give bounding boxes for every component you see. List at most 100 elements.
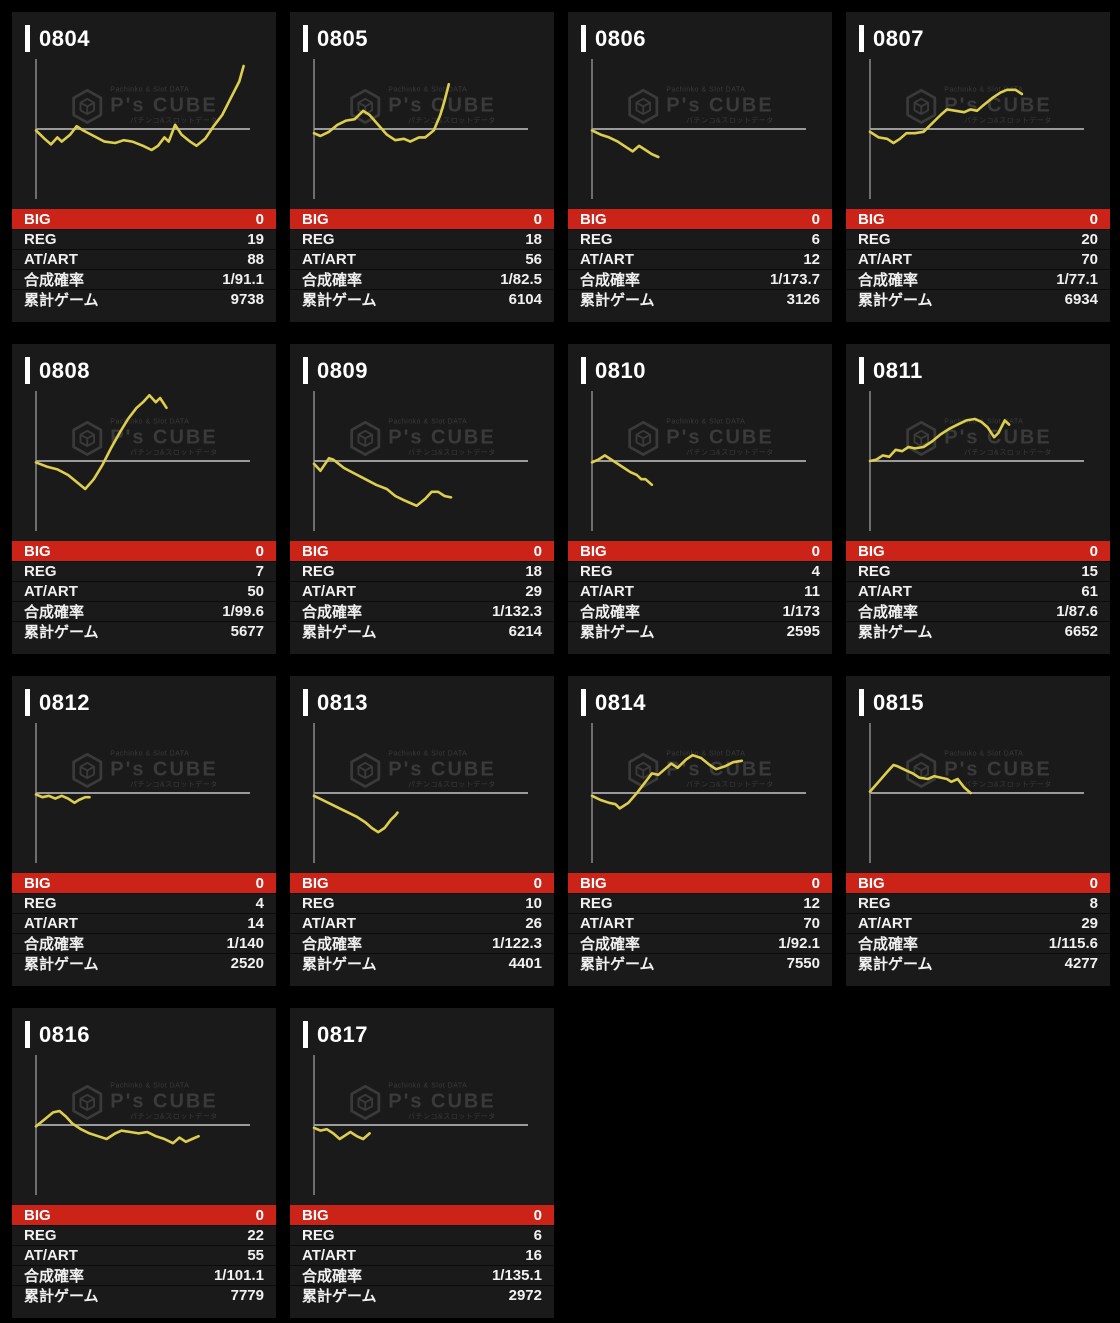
machine-card[interactable]: 0808 Pachinko & Slot DATA P's CUBE パチンコ&…: [12, 344, 276, 654]
stat-value: 0: [533, 542, 542, 560]
stat-row-big: BIG 0: [568, 209, 832, 229]
payout-line: [312, 82, 451, 143]
title-accent-bar: [859, 25, 864, 52]
watermark-caption-bottom: パチンコ&スロットデータ: [686, 449, 774, 457]
stat-row-total: 累計ゲーム 6104: [290, 289, 554, 309]
stat-row-rate: 合成確率 1/115.6: [846, 933, 1110, 953]
stat-label: AT/ART: [302, 251, 356, 268]
stat-row-rate: 合成確率 1/91.1: [12, 269, 276, 289]
watermark-caption-top: Pachinko & Slot DATA: [666, 418, 746, 426]
slump-graph: [34, 723, 250, 863]
slump-chart: Pachinko & Slot DATA P's CUBE パチンコ&スロットデ…: [568, 720, 832, 866]
stat-value: 55: [247, 1247, 264, 1264]
machine-card[interactable]: 0804 Pachinko & Slot DATA P's CUBE パチンコ&…: [12, 12, 276, 322]
slump-graph: [868, 59, 1084, 199]
slump-graph: [312, 391, 528, 531]
stat-label: AT/ART: [858, 251, 912, 268]
stat-value: 7: [255, 563, 264, 580]
watermark-caption-top: Pachinko & Slot DATA: [388, 1082, 468, 1090]
machine-card[interactable]: 0807 Pachinko & Slot DATA P's CUBE パチンコ&…: [846, 12, 1110, 322]
slump-graph: [590, 59, 806, 199]
stat-label: AT/ART: [24, 583, 78, 600]
machine-card[interactable]: 0809 Pachinko & Slot DATA P's CUBE パチンコ&…: [290, 344, 554, 654]
stat-label: AT/ART: [580, 251, 634, 268]
machine-card[interactable]: 0811 Pachinko & Slot DATA P's CUBE パチンコ&…: [846, 344, 1110, 654]
stat-label: 累計ゲーム: [580, 956, 655, 973]
watermark-brand: P's CUBE: [110, 758, 218, 781]
payout-line: [590, 454, 654, 487]
stat-value: 6934: [1064, 291, 1098, 308]
stat-value: 12: [803, 895, 820, 912]
watermark-caption-top: Pachinko & Slot DATA: [944, 86, 1024, 94]
stat-row-total: 累計ゲーム 7779: [12, 1285, 276, 1305]
stat-row-big: BIG 0: [12, 541, 276, 561]
stat-row-rate: 合成確率 1/99.6: [12, 601, 276, 621]
watermark-caption-top: Pachinko & Slot DATA: [944, 418, 1024, 426]
machine-card[interactable]: 0810 Pachinko & Slot DATA P's CUBE パチンコ&…: [568, 344, 832, 654]
stat-row-reg: REG 4: [12, 893, 276, 913]
stat-row-rate: 合成確率 1/173: [568, 601, 832, 621]
card-header: 0804: [25, 25, 90, 52]
ps-cube-watermark: Pachinko & Slot DATA P's CUBE パチンコ&スロットデ…: [70, 86, 217, 125]
payout-line: [312, 456, 453, 508]
machine-card[interactable]: 0813 Pachinko & Slot DATA P's CUBE パチンコ&…: [290, 676, 554, 986]
stat-value: 0: [533, 874, 542, 892]
ps-cube-logo-icon: [350, 420, 381, 456]
watermark-text: Pachinko & Slot DATA P's CUBE パチンコ&スロットデ…: [944, 750, 1051, 789]
stat-row-total: 累計ゲーム 4277: [846, 953, 1110, 973]
stat-value: 20: [1081, 231, 1098, 248]
machine-card[interactable]: 0816 Pachinko & Slot DATA P's CUBE パチンコ&…: [12, 1008, 276, 1318]
stat-label: REG: [24, 231, 57, 248]
machine-number: 0815: [873, 689, 924, 715]
stat-label: BIG: [24, 210, 51, 228]
stat-value: 1/122.3: [491, 935, 542, 952]
stat-row-rate: 合成確率 1/173.7: [568, 269, 832, 289]
machine-card[interactable]: 0805 Pachinko & Slot DATA P's CUBE パチンコ&…: [290, 12, 554, 322]
machine-card[interactable]: 0812 Pachinko & Slot DATA P's CUBE パチンコ&…: [12, 676, 276, 986]
stat-label: REG: [580, 231, 613, 248]
stat-value: 19: [247, 231, 264, 248]
stat-label: REG: [24, 1227, 57, 1244]
watermark-caption-bottom: パチンコ&スロットデータ: [130, 1113, 218, 1121]
ps-cube-watermark: Pachinko & Slot DATA P's CUBE パチンコ&スロットデ…: [904, 750, 1051, 789]
stat-value: 29: [1081, 915, 1098, 932]
ps-cube-logo-icon: [72, 420, 103, 456]
stat-value: 22: [247, 1227, 264, 1244]
stat-label: REG: [858, 563, 891, 580]
watermark-caption-bottom: パチンコ&スロットデータ: [408, 449, 496, 457]
machine-card[interactable]: 0814 Pachinko & Slot DATA P's CUBE パチンコ&…: [568, 676, 832, 986]
stat-row-reg: REG 10: [290, 893, 554, 913]
stats-table: BIG 0 REG 10 AT/ART 26 合成確率 1/122.3 累計ゲー…: [290, 873, 554, 973]
watermark-text: Pachinko & Slot DATA P's CUBE パチンコ&スロットデ…: [388, 86, 495, 125]
stat-label: BIG: [580, 542, 607, 560]
stat-label: BIG: [580, 210, 607, 228]
title-accent-bar: [303, 689, 308, 716]
watermark-caption-bottom: パチンコ&スロットデータ: [130, 117, 218, 125]
stat-value: 1/173.7: [769, 271, 820, 288]
watermark-caption-top: Pachinko & Slot DATA: [388, 750, 468, 758]
watermark-text: Pachinko & Slot DATA P's CUBE パチンコ&スロットデ…: [110, 418, 217, 457]
stat-row-reg: REG 8: [846, 893, 1110, 913]
stat-row-big: BIG 0: [290, 873, 554, 893]
stat-value: 0: [255, 542, 264, 560]
watermark-brand: P's CUBE: [388, 426, 496, 449]
stat-row-total: 累計ゲーム 2595: [568, 621, 832, 641]
stat-value: 4: [811, 563, 820, 580]
machine-card[interactable]: 0817 Pachinko & Slot DATA P's CUBE パチンコ&…: [290, 1008, 554, 1318]
stat-label: REG: [302, 895, 335, 912]
stat-value: 88: [247, 251, 264, 268]
ps-cube-logo-icon: [906, 88, 937, 124]
stat-label: BIG: [302, 542, 329, 560]
ps-cube-logo-icon: [72, 752, 103, 788]
stat-value: 0: [255, 1206, 264, 1224]
watermark-brand: P's CUBE: [110, 1090, 218, 1113]
stat-row-rate: 合成確率 1/101.1: [12, 1265, 276, 1285]
stat-value: 70: [1081, 251, 1098, 268]
ps-cube-watermark: Pachinko & Slot DATA P's CUBE パチンコ&スロットデ…: [904, 418, 1051, 457]
stat-row-at-art: AT/ART 50: [12, 581, 276, 601]
slump-chart: Pachinko & Slot DATA P's CUBE パチンコ&スロットデ…: [12, 56, 276, 202]
machine-card[interactable]: 0806 Pachinko & Slot DATA P's CUBE パチンコ&…: [568, 12, 832, 322]
watermark-caption-bottom: パチンコ&スロットデータ: [408, 781, 496, 789]
ps-cube-watermark: Pachinko & Slot DATA P's CUBE パチンコ&スロットデ…: [626, 86, 773, 125]
machine-card[interactable]: 0815 Pachinko & Slot DATA P's CUBE パチンコ&…: [846, 676, 1110, 986]
